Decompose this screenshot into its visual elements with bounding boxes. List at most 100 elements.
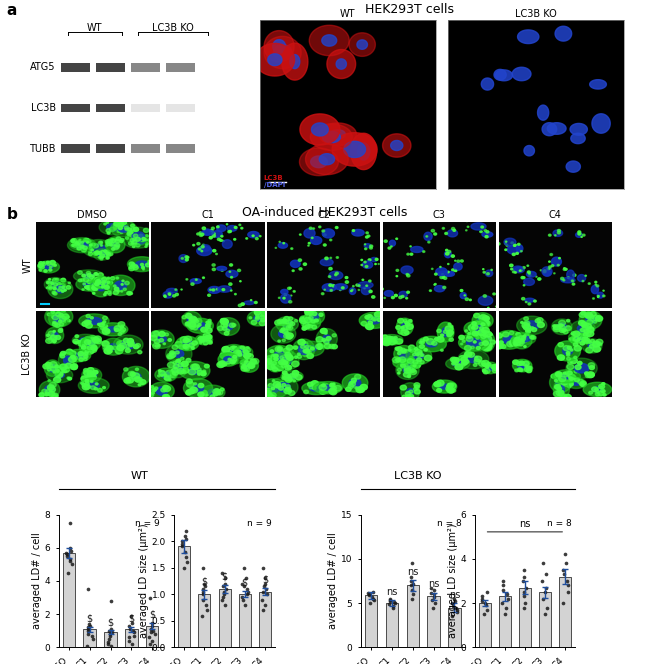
Circle shape (125, 282, 129, 285)
Circle shape (440, 266, 441, 268)
Circle shape (571, 380, 573, 382)
Circle shape (197, 371, 203, 374)
Circle shape (261, 311, 268, 316)
Polygon shape (282, 321, 292, 327)
Text: C3: C3 (433, 210, 446, 220)
Circle shape (272, 380, 275, 382)
Circle shape (490, 340, 495, 344)
Circle shape (455, 260, 456, 261)
Polygon shape (271, 325, 296, 343)
Circle shape (98, 252, 101, 254)
Circle shape (330, 383, 335, 388)
Circle shape (486, 347, 491, 351)
Text: ns: ns (428, 579, 439, 589)
Polygon shape (513, 266, 523, 272)
Circle shape (216, 288, 218, 290)
Circle shape (250, 359, 257, 364)
Polygon shape (131, 238, 146, 244)
Circle shape (486, 337, 491, 341)
Circle shape (153, 343, 160, 349)
Circle shape (330, 383, 333, 385)
Circle shape (590, 311, 596, 316)
Circle shape (57, 374, 59, 376)
Circle shape (226, 329, 229, 332)
Circle shape (163, 343, 166, 345)
Circle shape (289, 288, 291, 289)
Circle shape (62, 309, 65, 312)
Circle shape (121, 290, 123, 292)
Circle shape (190, 387, 198, 393)
Circle shape (406, 394, 411, 399)
Circle shape (414, 382, 420, 387)
Polygon shape (494, 69, 506, 80)
Polygon shape (221, 345, 247, 364)
Circle shape (250, 299, 252, 301)
Circle shape (84, 286, 88, 288)
Circle shape (297, 355, 302, 359)
Circle shape (106, 346, 111, 350)
Circle shape (569, 377, 574, 381)
Circle shape (133, 345, 138, 349)
Circle shape (584, 372, 588, 375)
Circle shape (449, 338, 454, 341)
Circle shape (587, 319, 593, 324)
Circle shape (482, 341, 488, 345)
Point (103, 637, 114, 648)
Circle shape (140, 264, 144, 266)
Point (406, 576, 416, 586)
Circle shape (278, 353, 281, 355)
Circle shape (87, 373, 93, 377)
Circle shape (39, 393, 44, 397)
Circle shape (515, 272, 516, 273)
Circle shape (584, 330, 592, 336)
Circle shape (482, 369, 486, 372)
Circle shape (206, 325, 211, 329)
Polygon shape (248, 311, 269, 326)
Polygon shape (169, 359, 187, 378)
Circle shape (353, 381, 356, 382)
Circle shape (114, 228, 116, 230)
Circle shape (87, 341, 91, 343)
Circle shape (218, 361, 226, 367)
Polygon shape (358, 282, 373, 288)
Circle shape (189, 316, 196, 322)
Circle shape (135, 377, 142, 382)
Circle shape (47, 282, 49, 284)
Circle shape (483, 369, 490, 374)
Circle shape (84, 349, 88, 353)
Polygon shape (309, 385, 324, 391)
Circle shape (276, 354, 281, 359)
Circle shape (265, 388, 272, 393)
Circle shape (560, 394, 567, 399)
Circle shape (540, 270, 541, 271)
Text: WT: WT (23, 257, 32, 273)
Circle shape (434, 382, 439, 386)
Circle shape (600, 386, 603, 388)
Polygon shape (442, 327, 449, 337)
Circle shape (227, 352, 233, 355)
Circle shape (88, 340, 95, 345)
Polygon shape (486, 270, 493, 276)
Circle shape (308, 347, 311, 348)
Circle shape (202, 227, 205, 230)
Polygon shape (46, 327, 64, 343)
Circle shape (499, 341, 503, 344)
Polygon shape (83, 240, 114, 258)
Circle shape (213, 250, 216, 252)
Circle shape (266, 359, 273, 363)
Circle shape (101, 323, 104, 325)
Circle shape (521, 337, 525, 340)
Circle shape (302, 327, 307, 330)
Circle shape (507, 341, 514, 347)
Circle shape (446, 386, 453, 391)
Polygon shape (367, 317, 380, 324)
Circle shape (104, 349, 111, 354)
Circle shape (319, 384, 327, 390)
Point (481, 600, 491, 611)
Circle shape (435, 337, 439, 341)
Polygon shape (83, 281, 98, 288)
Circle shape (563, 280, 565, 281)
Text: n = 9: n = 9 (135, 519, 159, 528)
Point (502, 594, 513, 604)
Circle shape (326, 337, 331, 341)
